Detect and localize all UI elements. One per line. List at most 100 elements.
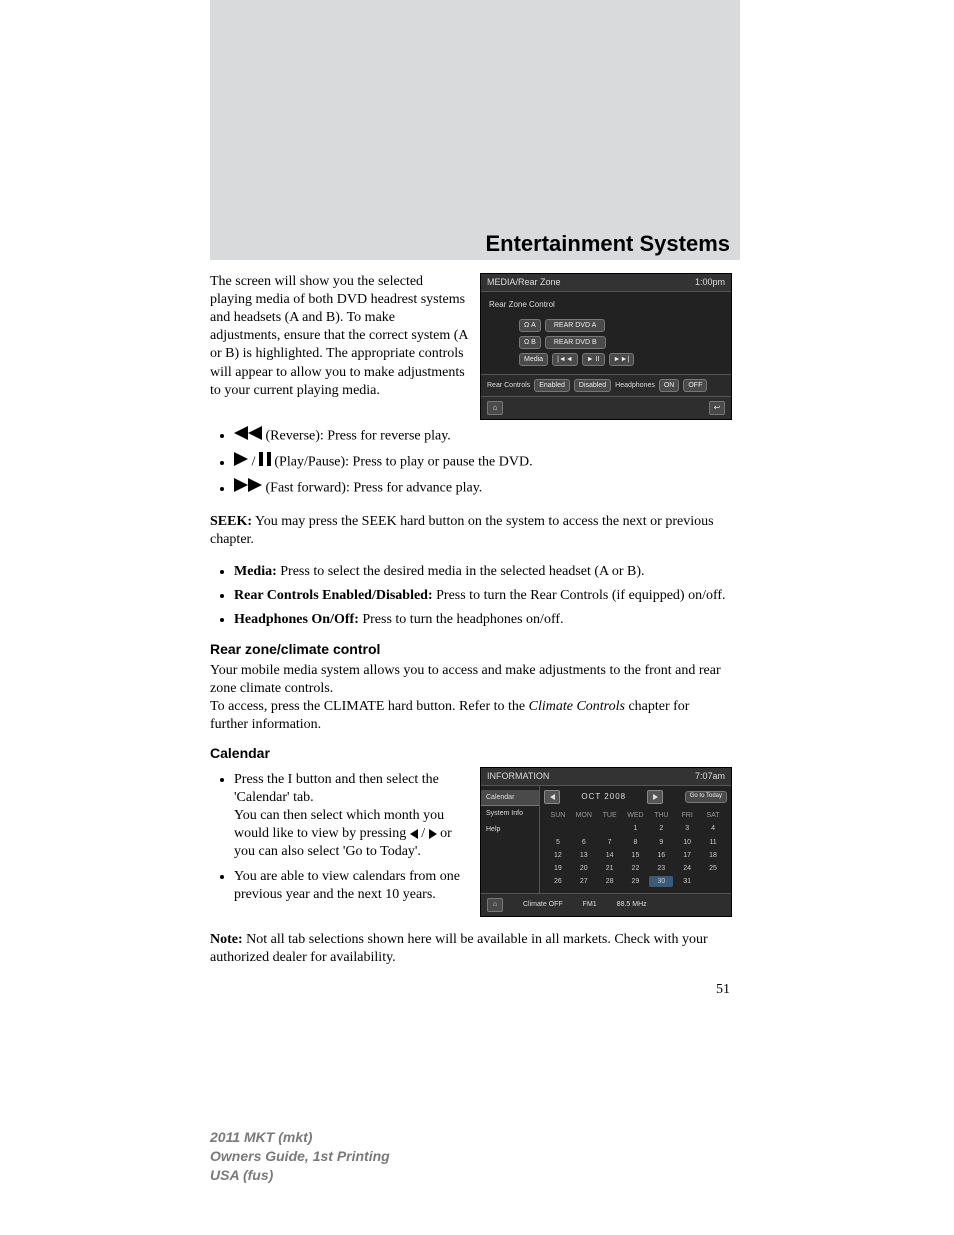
calendar-bullet-2: You are able to view calendars from one … bbox=[234, 868, 468, 904]
prev-track-icon: |◄◄ bbox=[552, 353, 578, 366]
rear-zone-p2: To access, press the CLIMATE hard button… bbox=[210, 698, 730, 734]
seek-paragraph: SEEK: You may press the SEEK hard button… bbox=[210, 513, 730, 549]
cal-day-cell: 4 bbox=[701, 823, 725, 834]
footer-code2: (fus) bbox=[243, 1167, 273, 1183]
cal-tab-help: Help bbox=[481, 822, 539, 837]
calendar-screenshot: INFORMATION 7:07am Calendar System Info … bbox=[480, 767, 732, 917]
page-number: 51 bbox=[210, 981, 730, 999]
cal-day-cell: 26 bbox=[546, 876, 570, 887]
cal-day-cell: 13 bbox=[572, 850, 596, 861]
intro-row: The screen will show you the selected pl… bbox=[210, 273, 730, 420]
cal-home-icon: ⌂ bbox=[487, 898, 503, 912]
cal-ss-header: INFORMATION 7:07am bbox=[481, 768, 731, 787]
page: Entertainment Systems The screen will sh… bbox=[0, 0, 954, 1235]
media-button: Media bbox=[519, 353, 548, 366]
cal-day-header: WED bbox=[624, 810, 648, 821]
cal-ss-body: Calendar System Info Help OCT 2008 Go to… bbox=[481, 786, 731, 893]
play-icon bbox=[234, 452, 248, 472]
cal-day-cell: 15 bbox=[624, 850, 648, 861]
media-text: Press to select the desired media in the… bbox=[277, 564, 645, 579]
cal-week-row: 262728293031 bbox=[546, 876, 725, 887]
headset-a-icon: Ω A bbox=[519, 319, 541, 332]
cal-day-header: TUE bbox=[598, 810, 622, 821]
calendar-screenshot-container: INFORMATION 7:07am Calendar System Info … bbox=[480, 767, 730, 917]
reverse-text: (Reverse): Press for reverse play. bbox=[266, 428, 451, 443]
footer-code1: (mkt) bbox=[278, 1129, 312, 1145]
cal-day-cell: 18 bbox=[701, 850, 725, 861]
cal-day-cell: 27 bbox=[572, 876, 596, 887]
page-footer: 2011 MKT (mkt) Owners Guide, 1st Printin… bbox=[210, 1128, 390, 1185]
cal-day-cell: 11 bbox=[701, 837, 725, 848]
cal-day-cell bbox=[546, 823, 570, 834]
note-paragraph: Note: Not all tab selections shown here … bbox=[210, 931, 730, 967]
rz-p2a: To access, press the CLIMATE hard button… bbox=[210, 699, 529, 714]
cal-ss-title: INFORMATION bbox=[487, 771, 549, 783]
cal-day-cell: 23 bbox=[649, 863, 673, 874]
rear-dvd-a-label: REAR DVD A bbox=[545, 319, 605, 332]
cal-day-cell: 30 bbox=[649, 876, 673, 887]
disabled-button: Disabled bbox=[574, 379, 611, 392]
cal-day-cell: 20 bbox=[572, 863, 596, 874]
cal-tab-calendar: Calendar bbox=[481, 790, 539, 806]
media-ss-footer: ⌂ ↩ bbox=[481, 396, 731, 419]
cal-week-row: 567891011 bbox=[546, 837, 725, 848]
rear-dvd-b-label: REAR DVD B bbox=[545, 336, 606, 349]
cal-day-cell: 28 bbox=[598, 876, 622, 887]
rear-controls-bullet: Rear Controls Enabled/Disabled: Press to… bbox=[234, 587, 730, 605]
media-ss-body: Rear Zone Control Ω A REAR DVD A Ω B REA… bbox=[481, 292, 731, 374]
cal-weeks: 1234567891011121314151617181920212223242… bbox=[546, 823, 725, 886]
seek-label: SEEK: bbox=[210, 514, 252, 529]
media-ss-subtitle: Rear Zone Control bbox=[489, 300, 723, 310]
cal-freq: 88.5 MHz bbox=[617, 900, 647, 909]
hp-label: Headphones On/Off: bbox=[234, 612, 359, 627]
footer-line-1: 2011 MKT (mkt) bbox=[210, 1128, 390, 1147]
enabled-button: Enabled bbox=[534, 379, 570, 392]
cal-day-cell: 12 bbox=[546, 850, 570, 861]
cal-day-header: THU bbox=[649, 810, 673, 821]
play-pause-icon: ► II bbox=[582, 353, 605, 366]
calendar-heading: Calendar bbox=[210, 744, 730, 762]
footer-line-3: USA (fus) bbox=[210, 1166, 390, 1185]
media-ss-time: 1:00pm bbox=[695, 277, 725, 289]
cal-sidebar: Calendar System Info Help bbox=[481, 786, 540, 893]
cal-day-cell: 22 bbox=[624, 863, 648, 874]
calendar-row: Press the I button and then select the '… bbox=[210, 767, 730, 917]
cal-day-cell: 9 bbox=[649, 837, 673, 848]
playback-bullets: (Reverse): Press for reverse play. / (Pl… bbox=[210, 426, 730, 499]
media-ss-header: MEDIA/Rear Zone 1:00pm bbox=[481, 274, 731, 293]
ff-bullet: (Fast forward): Press for advance play. bbox=[234, 478, 730, 498]
cal-tab-sysinfo: System Info bbox=[481, 806, 539, 821]
playpause-bullet: / (Play/Pause): Press to play or pause t… bbox=[234, 452, 730, 472]
cal-month-label: OCT 2008 bbox=[581, 792, 626, 802]
rear-zone-p1: Your mobile media system allows you to a… bbox=[210, 662, 730, 698]
cal-b1a: Press the I button and then select the '… bbox=[234, 772, 439, 805]
cal-day-header: FRI bbox=[675, 810, 699, 821]
cal-week-row: 1234 bbox=[546, 823, 725, 834]
cal-fm: FM1 bbox=[583, 900, 597, 909]
cal-day-cell: 3 bbox=[675, 823, 699, 834]
cal-day-headers: SUNMONTUEWEDTHUFRISAT bbox=[546, 810, 725, 821]
cal-day-cell bbox=[701, 876, 725, 887]
cal-day-header: MON bbox=[572, 810, 596, 821]
media-ss-row-a: Ω A REAR DVD A bbox=[489, 319, 723, 332]
rz-p2b: Climate Controls bbox=[529, 699, 625, 714]
cal-day-cell: 21 bbox=[598, 863, 622, 874]
cal-day-cell: 24 bbox=[675, 863, 699, 874]
cal-day-cell: 19 bbox=[546, 863, 570, 874]
reverse-icon bbox=[234, 426, 262, 446]
rc-label: Rear Controls Enabled/Disabled: bbox=[234, 588, 433, 603]
cal-day-cell: 5 bbox=[546, 837, 570, 848]
footer-model: 2011 MKT bbox=[210, 1129, 278, 1145]
cal-day-cell: 10 bbox=[675, 837, 699, 848]
ff-text: (Fast forward): Press for advance play. bbox=[266, 481, 483, 496]
seek-text: You may press the SEEK hard button on th… bbox=[210, 514, 714, 547]
pause-icon bbox=[259, 452, 271, 472]
cal-climate: Climate OFF bbox=[523, 900, 563, 909]
note-label: Note: bbox=[210, 932, 243, 947]
cal-ss-time: 7:07am bbox=[695, 771, 725, 783]
cal-day-cell: 17 bbox=[675, 850, 699, 861]
cal-next-month bbox=[647, 790, 663, 804]
cal-week-row: 12131415161718 bbox=[546, 850, 725, 861]
cal-day-cell bbox=[572, 823, 596, 834]
intro-paragraph: The screen will show you the selected pl… bbox=[210, 273, 468, 420]
